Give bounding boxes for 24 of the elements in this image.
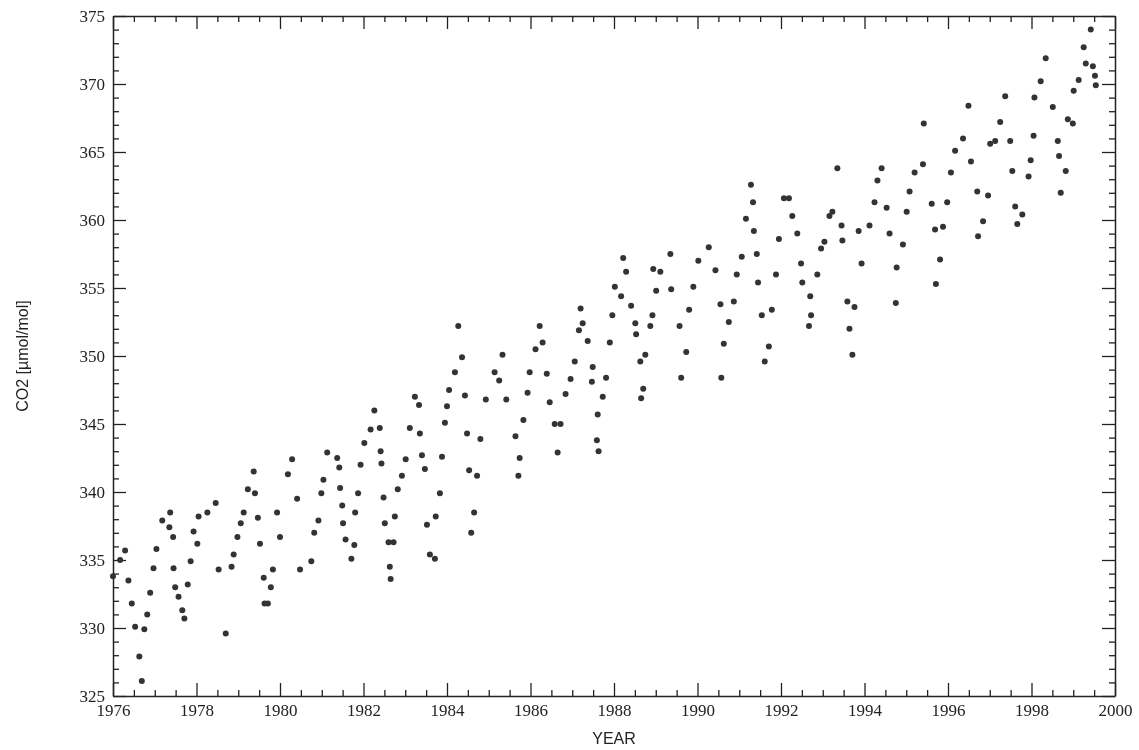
y-tick-label: 360 — [79, 210, 105, 230]
y-tick-label: 375 — [79, 6, 105, 26]
y-tick-label: 340 — [79, 482, 105, 502]
x-tick-label: 1994 — [848, 701, 883, 721]
x-tick-label: 2000 — [1098, 701, 1133, 721]
x-tick-label: 1984 — [430, 701, 465, 721]
y-axis-title: CO2 [µmol/mol] — [14, 300, 31, 412]
x-tick-label: 1996 — [931, 701, 966, 721]
y-tick-label: 330 — [79, 618, 105, 638]
y-tick-label: 355 — [79, 278, 105, 298]
x-tick-label: 1998 — [1015, 701, 1049, 721]
x-axis-title: YEAR — [592, 730, 636, 747]
y-tick-label: 345 — [79, 414, 105, 434]
y-tick-label: 370 — [79, 74, 105, 94]
x-tick-label: 1980 — [263, 701, 298, 721]
x-tick-label: 1978 — [180, 701, 214, 721]
x-tick-label: 1986 — [514, 701, 548, 721]
x-tick-label: 1982 — [347, 701, 381, 721]
x-tick-label: 1992 — [764, 701, 799, 721]
x-tick-label: 1990 — [681, 701, 715, 721]
y-tick-label: 350 — [79, 346, 105, 366]
y-tick-label: 365 — [79, 142, 105, 162]
x-tick-label: 1988 — [597, 701, 632, 721]
y-tick-label: 335 — [79, 550, 105, 570]
